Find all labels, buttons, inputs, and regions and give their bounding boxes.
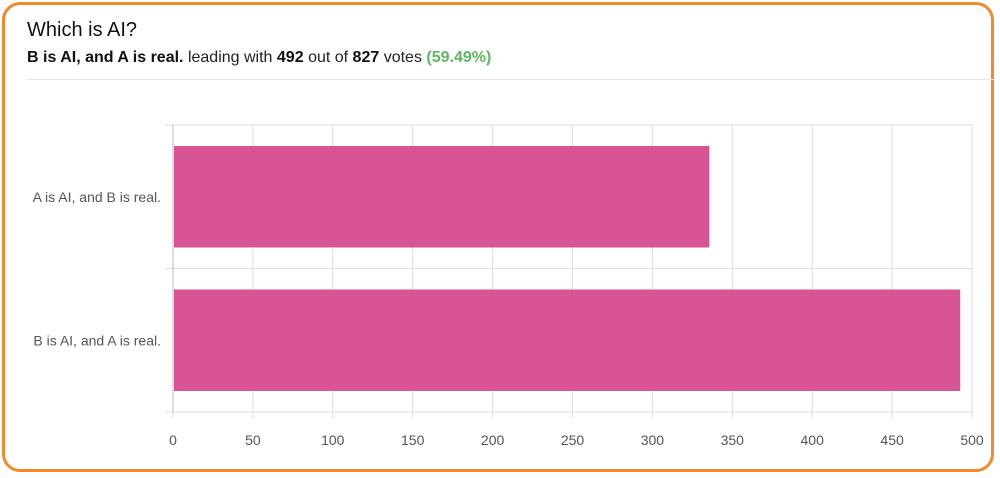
y-category-label: A is AI, and B is real. — [33, 189, 161, 205]
x-tick-label: 450 — [880, 432, 904, 448]
votes-text: votes — [383, 49, 422, 66]
x-tick-label: 100 — [321, 432, 345, 448]
x-tick-label: 150 — [401, 432, 425, 448]
x-tick-label: 300 — [641, 432, 665, 448]
y-category-label: B is AI, and A is real. — [33, 332, 161, 348]
x-tick-label: 400 — [801, 432, 825, 448]
x-tick-label: 250 — [561, 432, 585, 448]
leader-label: B is AI, and A is real. — [27, 49, 184, 66]
x-tick-label: 200 — [481, 432, 505, 448]
out-of-text: out of — [308, 49, 349, 66]
leader-votes: 492 — [276, 49, 304, 66]
total-votes: 827 — [352, 49, 380, 66]
header-divider — [27, 79, 995, 80]
x-tick-label: 50 — [245, 432, 261, 448]
poll-title: Which is AI? — [27, 19, 138, 41]
x-tick-label: 500 — [960, 432, 984, 448]
bar — [174, 146, 710, 248]
leader-percent: (59.49%) — [426, 49, 492, 66]
poll-summary: B is AI, and A is real. leading with 492… — [27, 49, 491, 67]
leading-text: leading with — [187, 49, 273, 66]
bar — [174, 289, 961, 391]
poll-card: Which is AI? B is AI, and A is real. lea… — [2, 2, 995, 472]
x-tick-label: 0 — [169, 432, 177, 448]
x-tick-label: 350 — [721, 432, 745, 448]
